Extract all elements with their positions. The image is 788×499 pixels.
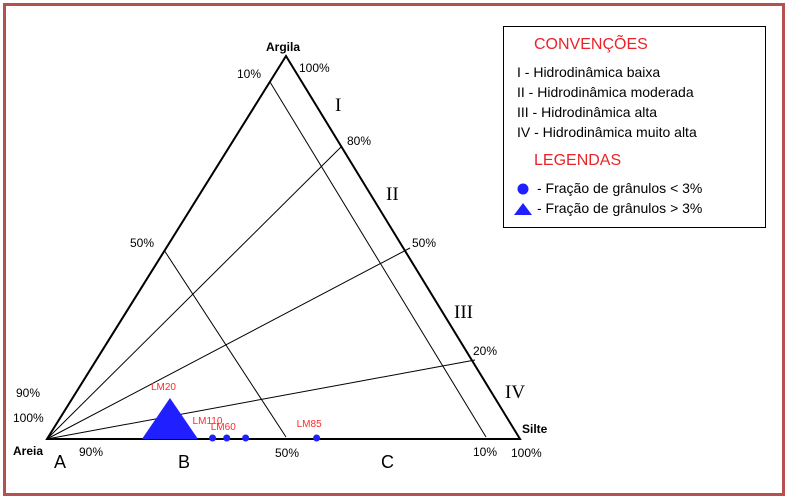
pct-label-bottom-10: 10% — [473, 445, 497, 459]
zone-label-b: B — [178, 452, 190, 472]
ray-50pct — [46, 247, 411, 440]
conventions-title: CONVENÇÕES — [534, 36, 648, 53]
pct-label-bottom-100: 100% — [511, 446, 542, 460]
pct-label-right-20: 20% — [473, 344, 497, 358]
legend-box: CONVENÇÕES I - Hidrodinâmica baixa II - … — [503, 26, 766, 228]
sample-label: LM20 — [151, 382, 176, 393]
zone-label-i: I — [335, 95, 341, 116]
pct-label-left-100: 100% — [13, 411, 44, 425]
line-50pct-boundary — [163, 249, 287, 438]
zone-label-iv: IV — [505, 382, 525, 403]
triangle-outline — [45, 54, 522, 440]
legends-title: LEGENDAS — [534, 152, 622, 169]
convention-item: III - Hidrodinâmica alta — [517, 104, 658, 120]
legend-item-triangle: - Fração de grânulos > 3% — [537, 200, 703, 216]
convention-item: IV - Hidrodinâmica muito alta — [517, 124, 697, 140]
sample-label: LM60 — [211, 422, 236, 433]
pct-label-right-80: 80% — [347, 134, 371, 148]
ray-80pct — [46, 145, 343, 440]
zone-label-iii: III — [454, 302, 473, 323]
convention-item: I - Hidrodinâmica baixa — [517, 64, 661, 80]
zone-label-a: A — [54, 452, 66, 472]
zone-label-c: C — [381, 452, 394, 472]
pct-label-bottom-90: 90% — [79, 445, 103, 459]
sample-triangle-marker — [141, 398, 198, 439]
pct-label-top-100: 100% — [299, 61, 330, 75]
vertex-label-left: Areia — [13, 444, 43, 458]
sample-circle-marker — [313, 434, 321, 442]
pct-label-bottom-50: 50% — [275, 446, 299, 460]
legend-item-circle: - Fração de grânulos < 3% — [537, 180, 703, 196]
sample-circle-marker — [242, 434, 250, 442]
circle-marker-icon — [517, 183, 529, 195]
ray-20pct — [46, 359, 476, 440]
sample-circle-marker — [209, 434, 217, 442]
vertex-label-top: Argila — [266, 40, 300, 54]
sample-label: LM110 — [193, 416, 223, 427]
sample-label: LM85 — [297, 419, 322, 430]
pct-label-right-50: 50% — [412, 236, 436, 250]
triangle-marker-icon — [514, 203, 532, 215]
sample-circle-marker — [223, 434, 231, 442]
vertex-label-right: Silte — [522, 422, 548, 436]
convention-item: II - Hidrodinâmica moderada — [517, 84, 694, 100]
pct-label-left-50: 50% — [130, 236, 154, 250]
pct-label-left-90: 90% — [16, 386, 40, 400]
zone-label-ii: II — [386, 184, 399, 205]
pct-label-top-10: 10% — [237, 67, 261, 81]
line-10pct-clay — [269, 81, 487, 438]
